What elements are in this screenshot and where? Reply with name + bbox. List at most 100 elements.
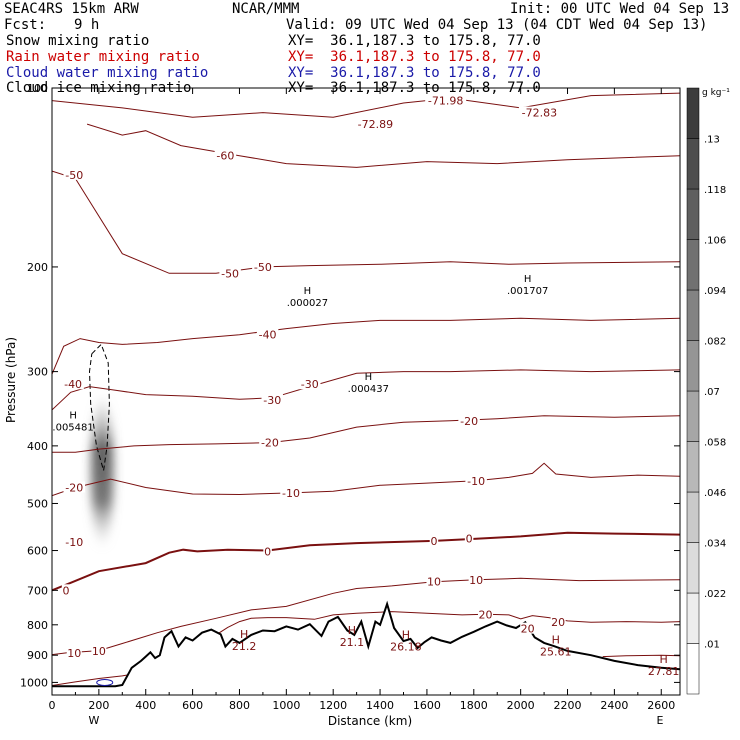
contour-label-bg (259, 436, 281, 448)
contour-label: -60 (216, 150, 234, 163)
x-tick-label: 2200 (554, 699, 582, 712)
colorbar-label: .07 (704, 387, 720, 398)
y-tick-label: 700 (27, 584, 48, 597)
org-label: NCAR/MMM (232, 1, 300, 17)
y-tick-label: 800 (27, 619, 48, 632)
y-tick-label: 200 (27, 261, 48, 274)
x-tick-label: 2600 (647, 699, 675, 712)
colorbar-label: .106 (704, 236, 726, 247)
contour-label-bg (464, 532, 474, 544)
contour-label: 20 (521, 623, 535, 636)
y-tick-label: 300 (27, 366, 48, 379)
field-xy-rain: XY= 36.1,187.3 to 175.8, 77.0 (288, 49, 541, 65)
field-xy-snow: XY= 36.1,187.3 to 175.8, 77.0 (288, 33, 541, 49)
contour-label: -30 (263, 394, 281, 407)
contour-label: 20 (479, 608, 493, 621)
plot-frame (51, 87, 681, 696)
init-time: Init: 00 UTC Wed 04 Sep 13 (510, 1, 730, 17)
contour-label: 0 (466, 533, 473, 546)
colorbar-label: .022 (704, 589, 726, 600)
contour-label: -50 (254, 261, 272, 274)
temperature-contour--10 (52, 462, 680, 497)
endpoint-west: W (89, 714, 100, 727)
temperature-contour-20 (197, 611, 680, 644)
contour-label-bg (91, 644, 107, 656)
x-tick-label: 1800 (460, 699, 488, 712)
x-tick-label: 200 (88, 699, 109, 712)
contour-label-bg (468, 573, 484, 585)
contour-label-bg (256, 328, 279, 340)
x-tick-label: 1400 (366, 699, 394, 712)
contour-label-bg (219, 267, 241, 279)
field-name-cloud-water: Cloud water mixing ratio (6, 65, 209, 81)
colorbar-label: .082 (704, 337, 726, 348)
contour-label-bg (263, 545, 272, 557)
contour-label: 10 (469, 574, 483, 587)
contour-label: -50 (65, 169, 83, 182)
contour-label: 0 (63, 584, 70, 597)
colorbar-label: .01 (704, 640, 720, 651)
temperature-contour--70 (52, 92, 680, 118)
surface-max-marker: H (402, 628, 410, 641)
y-tick-label: 1000 (20, 676, 48, 689)
contour-label-bg (354, 118, 396, 130)
colorbar-swatch (686, 289, 700, 341)
valid-time: Valid: 09 UTC Wed 04 Sep 13 (04 CDT Wed … (286, 17, 708, 33)
mixing-max-marker: H (69, 411, 77, 422)
contour-label-bg (429, 534, 439, 546)
surface-max-value: 21.2 (232, 640, 257, 653)
colorbar-swatch (686, 491, 700, 543)
colorbar-label: .13 (704, 135, 720, 146)
contour-label: 10 (427, 576, 441, 589)
x-tick-label: 400 (135, 699, 156, 712)
contour-label: -40 (259, 329, 277, 342)
y-tick-label: 900 (27, 649, 48, 662)
contour-label-bg (63, 481, 86, 493)
contour-label-bg (550, 616, 566, 628)
contour-label-bg (465, 474, 487, 486)
mixing-max-value: .000437 (348, 384, 389, 395)
colorbar-swatch (686, 188, 700, 240)
contour-label: -72.89 (358, 118, 393, 131)
colorbar-swatch (686, 592, 700, 644)
contour-label: -20 (460, 415, 478, 428)
contour-label-bg (63, 168, 86, 180)
mixing-max-marker: H (365, 372, 373, 383)
colorbar-units: g kg⁻¹ (702, 88, 730, 98)
endpoint-east: E (657, 714, 664, 727)
contour-label: -50 (221, 267, 239, 280)
fcst-label: Fcst: (4, 17, 47, 33)
field-xy-cloud-water: XY= 36.1,187.3 to 175.8, 77.0 (288, 65, 541, 81)
colorbar-label: .094 (704, 286, 726, 297)
contour-label-bg (299, 378, 321, 390)
contour-label: 0 (430, 535, 437, 548)
temperature-contour--20 (52, 415, 680, 453)
surface-max-marker: H (348, 624, 356, 637)
contour-label-bg (66, 646, 82, 658)
colorbar-swatch (686, 340, 700, 392)
x-tick-label: 2400 (600, 699, 628, 712)
x-axis-title: Distance (km) (328, 714, 412, 728)
colorbar-swatch (686, 138, 700, 190)
colorbar-label: .058 (704, 438, 726, 449)
contour-label-bg (518, 106, 560, 118)
x-tick-label: 1200 (319, 699, 347, 712)
contour-label-bg (426, 575, 442, 587)
contour-label: -10 (65, 536, 83, 549)
terrain-fill (52, 604, 680, 695)
field-name-snow: Snow mixing ratio (6, 33, 150, 49)
contour-label-bg (280, 486, 302, 498)
colorbar-swatch (686, 441, 700, 493)
model-title: SEAC4RS 15km ARW (4, 1, 139, 17)
contour-label-bg (520, 622, 536, 634)
contour-label-bg (61, 584, 71, 596)
contour-label: -10 (467, 475, 485, 488)
colorbar-label: .118 (704, 185, 726, 196)
contour-label-bg (214, 149, 237, 161)
contour-label-bg (478, 608, 494, 620)
temperature-contour--60 (86, 123, 680, 168)
mixing-max-value: .000027 (287, 298, 328, 309)
contour-label: -20 (261, 437, 279, 450)
terrain-profile (52, 600, 680, 688)
